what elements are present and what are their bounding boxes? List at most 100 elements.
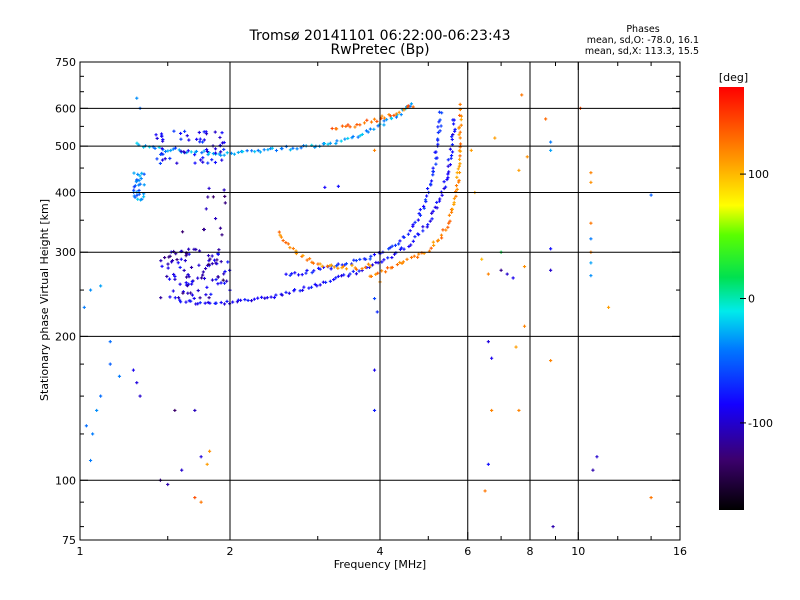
trace-4-point: [222, 153, 226, 157]
trace-4-point: [343, 137, 347, 141]
scatter-point: [108, 340, 112, 344]
trace-4-point: [236, 150, 240, 155]
trace-4-point: [250, 149, 254, 153]
trace-0-point: [222, 302, 227, 306]
x-tick-label: 6: [464, 545, 471, 558]
scatter-point: [480, 257, 484, 261]
cluster-1-point: [204, 130, 208, 134]
cluster-1-point: [160, 134, 164, 138]
trace-0-point: [413, 235, 417, 239]
y-tick-label: 100: [55, 474, 76, 487]
trace-2-point: [380, 269, 384, 273]
trace-2-point: [454, 194, 458, 198]
scatter-point: [522, 264, 527, 269]
cluster-2-point: [138, 198, 143, 202]
cluster-2-point: [135, 193, 139, 197]
trace-0-point: [239, 298, 243, 302]
trace-2-point: [447, 221, 451, 225]
trace-3-point: [277, 230, 281, 234]
cluster-1-point: [168, 156, 172, 161]
trace-3-point: [366, 262, 371, 266]
cluster-3-point: [222, 188, 226, 192]
scatter-point: [193, 408, 197, 413]
trace-2-point: [452, 197, 456, 201]
trace-1-point: [388, 246, 392, 250]
trace-4-point: [177, 148, 181, 152]
trace-1-point: [290, 272, 294, 276]
trace-5-point: [392, 113, 396, 118]
cluster-0-point: [167, 277, 172, 281]
trace-3-point: [281, 238, 285, 243]
scatter-point: [490, 356, 494, 360]
scatter-point: [193, 495, 197, 500]
scatter-point: [173, 408, 177, 413]
cluster-1-point: [199, 158, 203, 162]
cluster-0-point: [210, 278, 215, 282]
cluster-0-point: [206, 254, 211, 258]
trace-1-point: [440, 111, 444, 115]
trace-0-point: [265, 296, 269, 300]
trace-3-point: [320, 264, 324, 268]
trace-0-point: [376, 261, 380, 265]
trace-0-point: [269, 295, 273, 299]
trace-4-point: [245, 149, 249, 153]
y-tick-label: 300: [55, 246, 76, 259]
cluster-0-point: [186, 272, 190, 277]
trace-4-point: [382, 119, 386, 123]
trace-2-point: [395, 262, 400, 267]
trace-0-point: [208, 301, 212, 305]
trace-1-point: [336, 262, 340, 266]
trace-1-point: [402, 235, 406, 240]
trace-4-point: [376, 124, 380, 128]
trace-2-point: [446, 225, 450, 229]
trace-2-point: [459, 114, 464, 118]
trace-5-point: [358, 123, 362, 127]
trace-2-point: [458, 162, 462, 166]
cluster-1-point: [185, 134, 189, 138]
trace-0-point: [386, 256, 390, 260]
colorbar-tick-label: 100: [748, 168, 769, 181]
trace-0-point: [235, 300, 239, 304]
cluster-3-point: [204, 207, 208, 211]
cluster-2-point: [142, 172, 146, 176]
trace-3-point: [363, 265, 367, 269]
trace-0-point: [450, 137, 454, 142]
trace-1-point: [316, 266, 321, 270]
trace-0-point: [430, 217, 434, 221]
cluster-1-point: [179, 137, 183, 141]
trace-2-point: [415, 255, 420, 259]
trace-4-point: [262, 148, 266, 152]
trace-1-point: [390, 244, 394, 248]
cluster-3-point: [207, 186, 211, 190]
trace-5-point: [365, 118, 369, 122]
cluster-0-point: [189, 265, 194, 270]
colorbar-tick-label: 0: [748, 293, 755, 306]
trace-0-point: [284, 290, 288, 294]
cluster-1-point: [220, 131, 224, 135]
trace-2-point: [457, 164, 461, 168]
cluster-0-point: [196, 288, 200, 293]
cluster-1-point: [159, 152, 163, 156]
trace-4-point: [356, 135, 360, 139]
scatter-point: [649, 495, 653, 500]
trace-4-point: [253, 150, 257, 154]
trace-1-point: [429, 182, 433, 186]
cluster-2-point: [140, 171, 144, 175]
x-axis-label: Frequency [MHz]: [334, 558, 426, 571]
trace-4-point: [194, 149, 199, 154]
cluster-2-point: [137, 188, 141, 193]
cluster-1-point: [183, 129, 187, 133]
scatter-point: [207, 449, 212, 453]
trace-4-point: [385, 118, 389, 122]
trace-0-point: [407, 244, 411, 249]
trace-4-point: [339, 139, 343, 143]
trace-4-point: [346, 136, 350, 141]
cluster-0-point: [214, 277, 218, 282]
trace-2-point: [385, 266, 390, 270]
trace-0-point: [203, 301, 207, 305]
trace-2-point: [454, 183, 459, 188]
trace-1-point: [312, 269, 316, 273]
trace-1-point: [293, 271, 297, 275]
trace-2-point: [455, 171, 459, 175]
